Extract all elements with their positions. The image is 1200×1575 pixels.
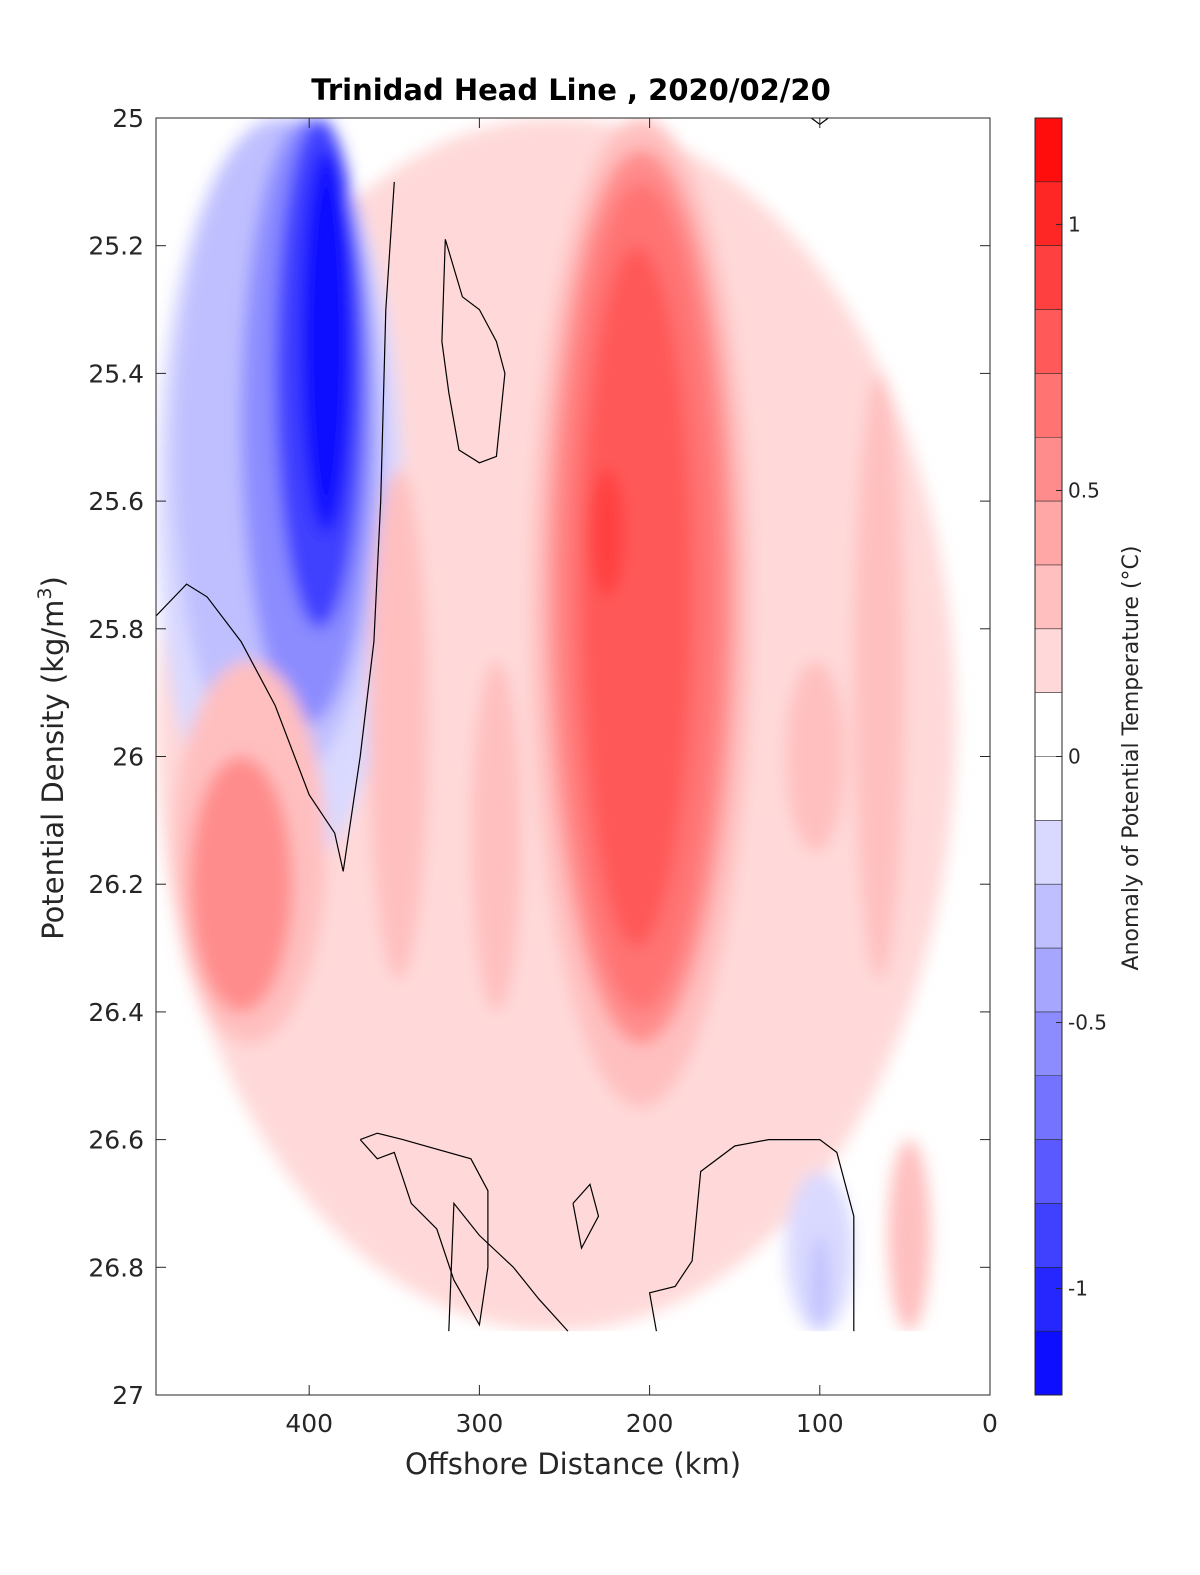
colorbar-segment bbox=[1035, 692, 1062, 757]
anomaly-region bbox=[811, 1235, 829, 1332]
y-axis: 25 25.2 25.4 25.6 25.8 26 26.2 26.4 26.6 26.8 27 bbox=[88, 104, 990, 1410]
plot-area bbox=[156, 118, 990, 1395]
colorbar-segment bbox=[1035, 564, 1062, 630]
colorbar-segment bbox=[1035, 1075, 1062, 1141]
y-tick-label: 26.4 bbox=[88, 998, 144, 1027]
anomaly-region bbox=[470, 660, 522, 1012]
x-tick-label: 100 bbox=[796, 1409, 844, 1438]
colorbar-segment bbox=[1035, 373, 1062, 438]
anomaly-region bbox=[887, 1139, 931, 1332]
x-tick-label: 200 bbox=[626, 1409, 674, 1438]
colorbar-segment bbox=[1035, 820, 1062, 885]
colorbar-label: Anomaly of Potential Temperature (°C) bbox=[1119, 546, 1144, 971]
y-tick-label: 25 bbox=[112, 104, 144, 133]
anomaly-regions bbox=[156, 118, 956, 1332]
colorbar: 1 0.5 0 -0.5 -1 bbox=[1034, 117, 1107, 1396]
colorbar-segment bbox=[1035, 628, 1062, 694]
colorbar-segment bbox=[1035, 948, 1062, 1013]
y-axis-label-close: ) bbox=[36, 576, 70, 587]
colorbar-segment bbox=[1035, 118, 1062, 183]
chart-title: Trinidad Head Line , 2020/02/20 bbox=[311, 73, 831, 107]
y-tick-label: 26.2 bbox=[88, 870, 144, 899]
y-tick-label: 25.2 bbox=[88, 232, 144, 261]
y-axis-label: Potential Density (kg/m3) bbox=[34, 576, 70, 940]
colorbar-segment bbox=[1035, 245, 1062, 311]
colorbar-segment bbox=[1035, 1203, 1062, 1268]
y-tick-label: 26.6 bbox=[88, 1126, 144, 1155]
colorbar-tick-label: 0 bbox=[1068, 745, 1081, 769]
x-tick-label: 300 bbox=[456, 1409, 504, 1438]
colorbar-segment bbox=[1035, 756, 1062, 821]
zero-contour-line bbox=[572, 1183, 600, 1250]
colorbar-segment bbox=[1035, 309, 1062, 374]
colorbar-segment bbox=[1035, 1267, 1062, 1332]
x-axis: 400 300 200 100 0 bbox=[285, 118, 998, 1438]
y-tick-label: 25.6 bbox=[88, 487, 144, 516]
colorbar-tick-label: -0.5 bbox=[1068, 1011, 1107, 1035]
zero-contour-line bbox=[448, 1201, 569, 1332]
y-tick-label: 25.8 bbox=[88, 615, 144, 644]
anomaly-region bbox=[785, 660, 846, 853]
anomaly-region bbox=[590, 469, 625, 597]
anomaly-region bbox=[190, 756, 293, 1012]
y-tick-label: 25.4 bbox=[88, 359, 144, 388]
x-axis-label: Offshore Distance (km) bbox=[405, 1447, 741, 1481]
anomaly-region bbox=[368, 469, 429, 980]
colorbar-segment bbox=[1035, 884, 1062, 949]
y-tick-label: 26 bbox=[112, 743, 144, 772]
zero-contour-line bbox=[648, 1138, 855, 1332]
zero-contour-line bbox=[359, 1132, 489, 1327]
x-tick-label: 0 bbox=[982, 1409, 998, 1438]
colorbar-tick-label: -1 bbox=[1068, 1277, 1088, 1301]
zero-contour-line bbox=[156, 181, 395, 872]
zero-contour-line bbox=[441, 239, 506, 464]
colorbar-segment bbox=[1035, 437, 1062, 502]
x-tick-label: 400 bbox=[285, 1409, 333, 1438]
colorbar-segment bbox=[1035, 1139, 1062, 1204]
colorbar-tick-label: 1 bbox=[1068, 212, 1081, 236]
anomaly-region bbox=[300, 149, 352, 534]
y-tick-label: 27 bbox=[112, 1381, 144, 1410]
y-axis-label-main: Potential Density (kg/m bbox=[36, 600, 70, 940]
no-data-band bbox=[156, 1331, 990, 1395]
anomaly-region bbox=[581, 245, 693, 949]
colorbar-segment bbox=[1035, 501, 1062, 566]
y-axis-label-exponent: 3 bbox=[34, 587, 56, 599]
colorbar-tick-label: 0.5 bbox=[1068, 478, 1100, 502]
colorbar-segment bbox=[1035, 1331, 1062, 1396]
colorbar-segment bbox=[1035, 1011, 1062, 1077]
y-tick-label: 26.8 bbox=[88, 1253, 144, 1282]
zero-contours bbox=[156, 118, 855, 1332]
colorbar-segment bbox=[1035, 181, 1062, 247]
anomaly-region bbox=[853, 373, 905, 980]
